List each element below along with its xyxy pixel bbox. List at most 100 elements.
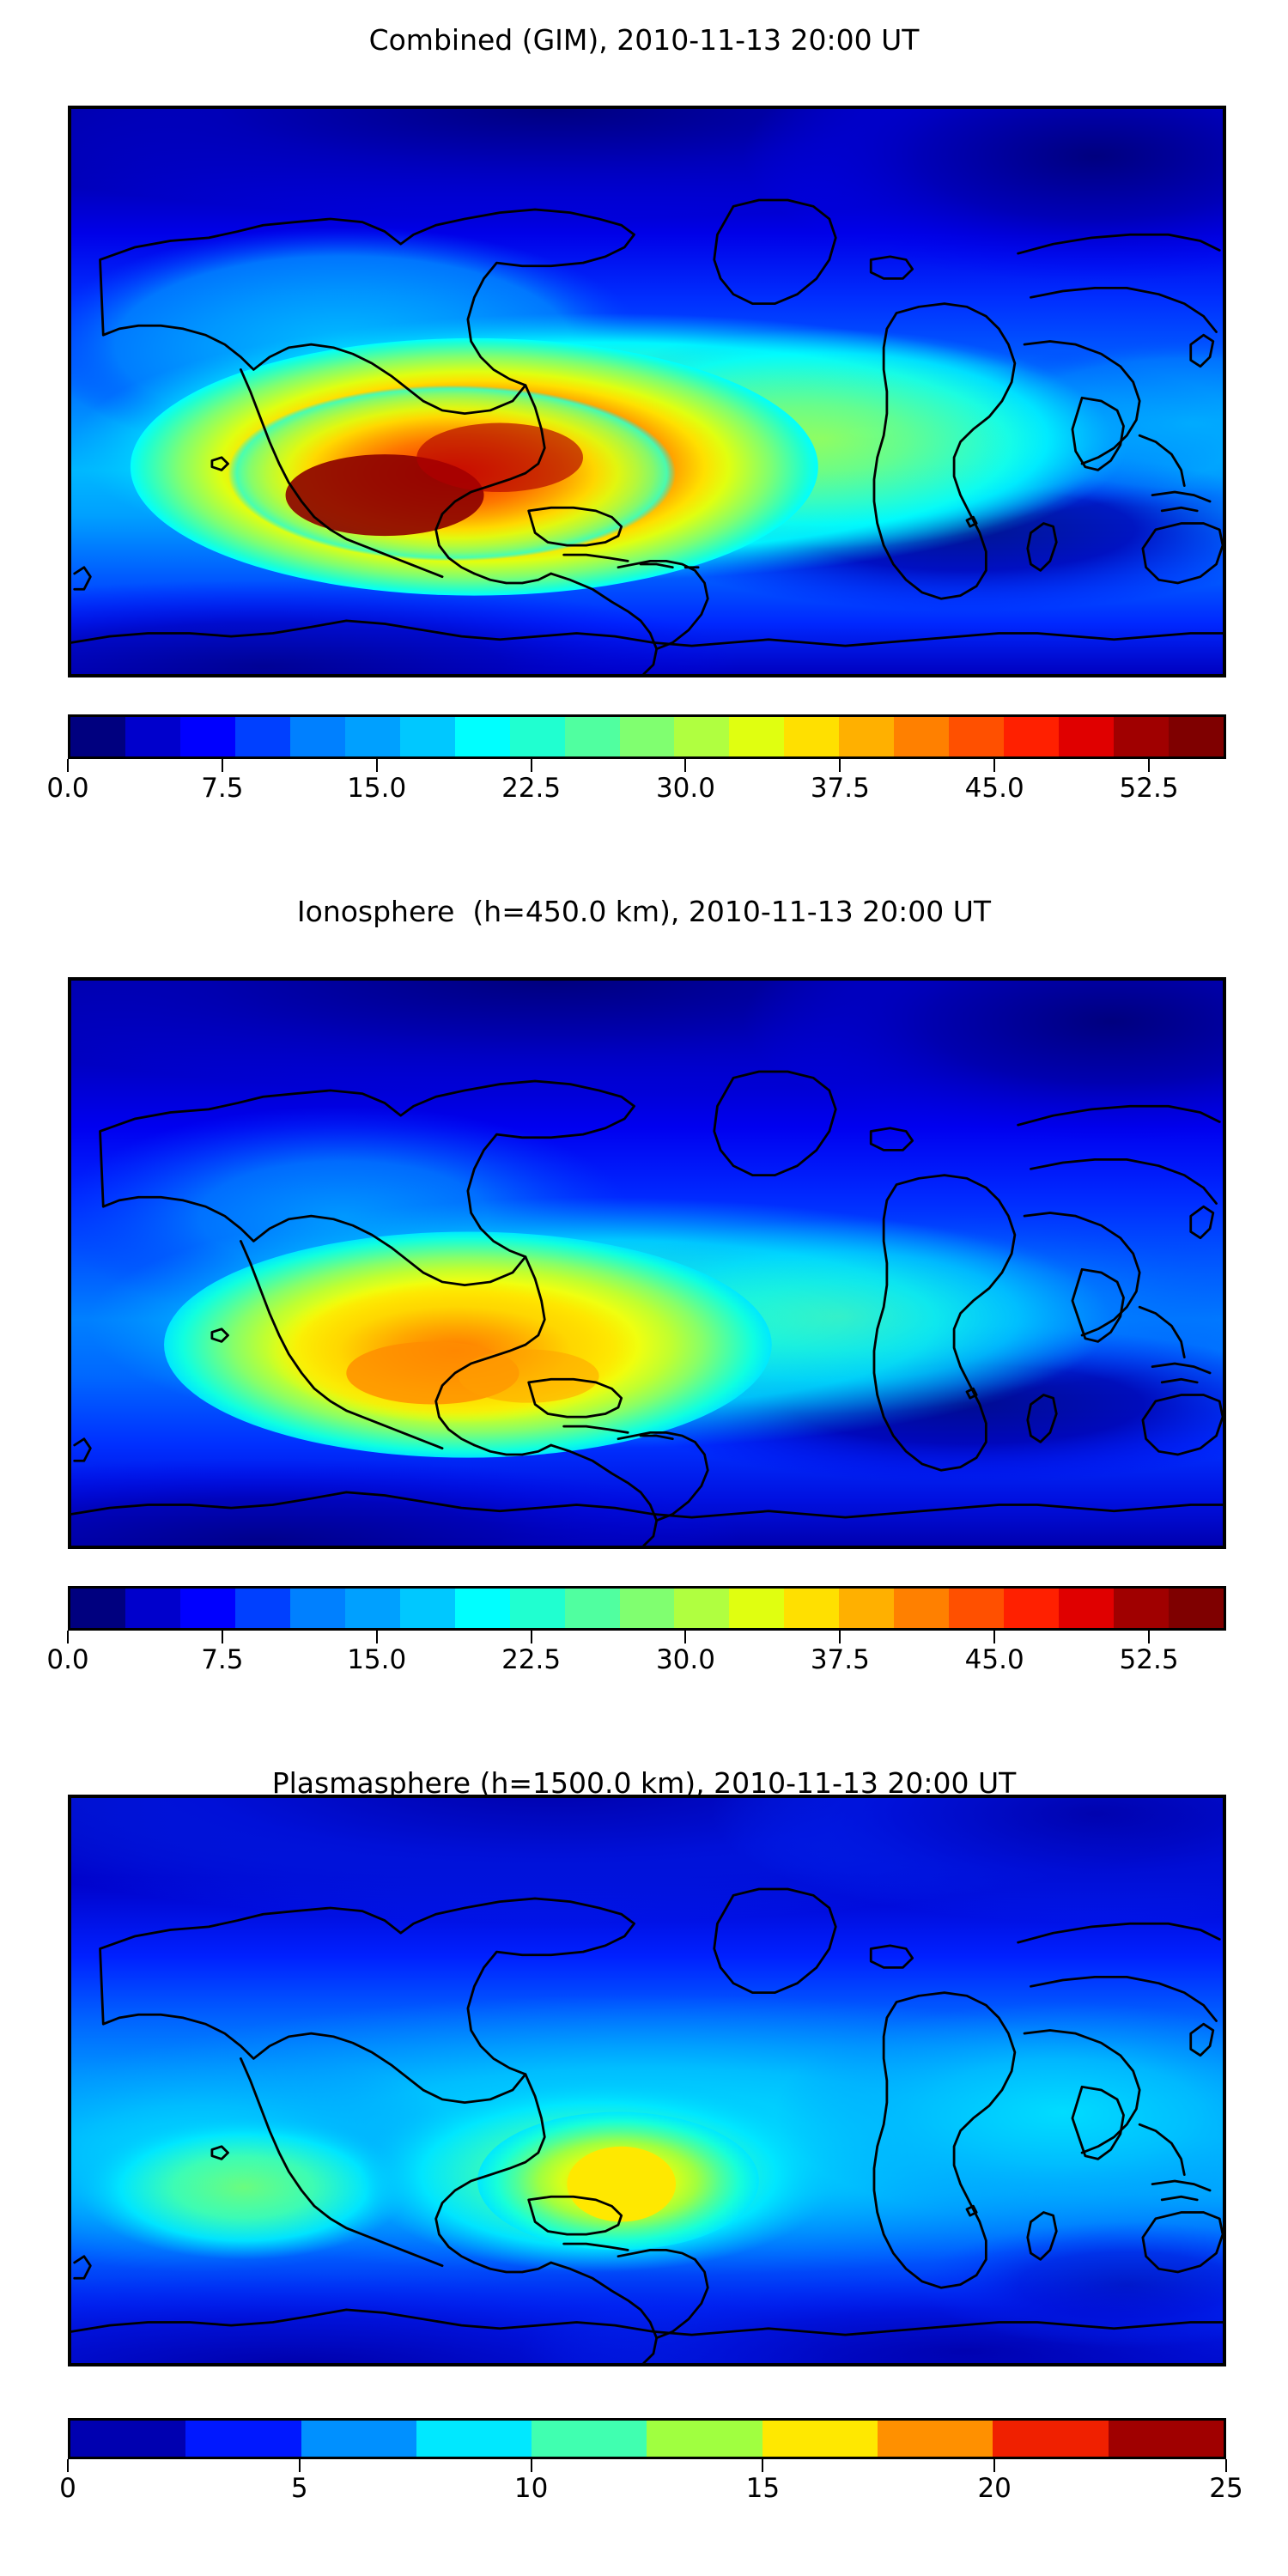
- ionosphere-panel: Ionosphere (h=450.0 km), 2010-11-13 20:0…: [0, 872, 1288, 1743]
- colorbar-segment-14: [839, 1589, 895, 1628]
- colorbar-segment-19: [1114, 1589, 1170, 1628]
- colorbar-segment-3: [234, 717, 290, 756]
- colorbar-segment-9: [564, 1589, 620, 1628]
- colorbar-tick-label-4: 20: [977, 2473, 1012, 2504]
- colorbar-segment-0: [70, 2421, 186, 2457]
- colorbar-segment-6: [762, 2421, 878, 2457]
- colorbar-tick-label-7: 52.5: [1119, 1644, 1179, 1675]
- combined-gim-panel: Combined (GIM), 2010-11-13 20:00 UT: [0, 0, 1288, 872]
- colorbar-segment-17: [1004, 717, 1060, 756]
- colorbar-tick-5: [839, 759, 841, 772]
- colorbar-segment-19: [1114, 717, 1170, 756]
- colorbar-tick-3: [530, 759, 532, 772]
- colorbar-segment-0: [70, 1589, 125, 1628]
- colorbar-combined-ticks: [0, 759, 1288, 773]
- colorbar-tick-label-3: 22.5: [501, 1644, 562, 1675]
- colorbar-tick-label-5: 37.5: [810, 1644, 870, 1675]
- colorbar-segment-6: [399, 1589, 455, 1628]
- colorbar-tick-label-1: 5: [290, 2473, 308, 2504]
- colorbar-segment-5: [344, 1589, 400, 1628]
- colorbar-tick-5: [839, 1631, 841, 1643]
- colorbar-tick-label-2: 15.0: [347, 1644, 407, 1675]
- map-combined-gim: [68, 106, 1226, 677]
- colorbar-segment-17: [1004, 1589, 1060, 1628]
- colorbar-tick-label-6: 45.0: [964, 773, 1024, 804]
- colorbar-tick-label-3: 22.5: [501, 773, 562, 804]
- colorbar-segment-7: [454, 1589, 510, 1628]
- colorbar-plasmasphere-ticks: [0, 2459, 1288, 2473]
- colorbar-tick-2: [375, 1631, 378, 1643]
- colorbar-plasmasphere-labels: 0 5 10 15 20 25: [0, 2473, 1288, 2511]
- colorbar-tick-2: [530, 2459, 532, 2472]
- colorbar-tick-0: [67, 2459, 69, 2472]
- colorbar-segment-9: [564, 717, 620, 756]
- panel-title-combined: Combined (GIM), 2010-11-13 20:00 UT: [368, 23, 920, 57]
- colorbar-tick-label-3: 15: [745, 2473, 781, 2504]
- colorbar-segment-4: [532, 2421, 647, 2457]
- colorbar-tick-label-4: 30.0: [655, 1644, 715, 1675]
- colorbar-tick-label-2: 10: [513, 2473, 549, 2504]
- colorbar-segment-10: [619, 717, 675, 756]
- colorbar-segment-4: [289, 1589, 345, 1628]
- colorbar-tick-label-0: 0.0: [46, 1644, 89, 1675]
- colorbar-tick-0: [67, 759, 69, 772]
- colorbar-segment-7: [454, 717, 510, 756]
- colorbar-segment-7: [878, 2421, 993, 2457]
- colorbar-segment-3: [416, 2421, 532, 2457]
- plasmasphere-panel: Plasmasphere (h=1500.0 km), 2010-11-13 2…: [0, 1743, 1288, 2576]
- colorbar-ionosphere: [68, 1586, 1226, 1631]
- colorbar-segment-11: [674, 1589, 730, 1628]
- colorbar-tick-label-7: 52.5: [1119, 773, 1179, 804]
- colorbar-segment-5: [647, 2421, 762, 2457]
- colorbar-tick-label-0: 0.0: [46, 773, 89, 804]
- colorbar-segment-8: [993, 2421, 1109, 2457]
- colorbar-combined: [68, 714, 1226, 759]
- colorbar-segment-13: [784, 1589, 840, 1628]
- colorbar-segment-2: [179, 717, 235, 756]
- colorbar-tick-3: [530, 1631, 532, 1643]
- colorbar-segment-5: [344, 717, 400, 756]
- colorbar-plasmasphere: [68, 2418, 1226, 2459]
- colorbar-tick-7: [1148, 1631, 1151, 1643]
- colorbar-segment-1: [125, 717, 180, 756]
- colorbar-tick-label-4: 30.0: [655, 773, 715, 804]
- colorbar-segment-8: [509, 1589, 565, 1628]
- colorbar-segment-1: [125, 1589, 180, 1628]
- map-ionosphere: [68, 977, 1226, 1549]
- colorbar-tick-label-2: 15.0: [347, 773, 407, 804]
- colorbar-segment-15: [894, 1589, 950, 1628]
- colorbar-segment-18: [1059, 1589, 1115, 1628]
- colorbar-tick-2: [375, 759, 378, 772]
- colorbar-tick-3: [762, 2459, 764, 2472]
- colorbar-segment-16: [949, 1589, 1005, 1628]
- colorbar-segment-0: [70, 717, 125, 756]
- colorbar-segment-14: [839, 717, 895, 756]
- colorbar-tick-label-6: 45.0: [964, 1644, 1024, 1675]
- colorbar-tick-5: [1225, 2459, 1227, 2472]
- colorbar-segment-6: [399, 717, 455, 756]
- colorbar-tick-1: [221, 759, 223, 772]
- colorbar-tick-1: [221, 1631, 223, 1643]
- colorbar-tick-label-1: 7.5: [201, 773, 244, 804]
- colorbar-tick-1: [298, 2459, 301, 2472]
- colorbar-tick-4: [993, 2459, 996, 2472]
- colorbar-segment-3: [234, 1589, 290, 1628]
- colorbar-segment-8: [509, 717, 565, 756]
- colorbar-tick-6: [993, 759, 996, 772]
- colorbar-tick-4: [684, 759, 687, 772]
- colorbar-segment-2: [179, 1589, 235, 1628]
- map-plasmasphere: [68, 1795, 1226, 2366]
- colorbar-tick-label-5: 25: [1209, 2473, 1243, 2504]
- colorbar-tick-0: [67, 1631, 69, 1643]
- colorbar-combined-labels: 0.0 7.5 15.0 22.5 30.0 37.5 45.0 52.5: [0, 773, 1288, 811]
- colorbar-tick-label-1: 7.5: [201, 1644, 244, 1675]
- colorbar-tick-label-0: 0: [59, 2473, 76, 2504]
- colorbar-segment-11: [674, 717, 730, 756]
- colorbar-segment-1: [185, 2421, 301, 2457]
- colorbar-tick-6: [993, 1631, 996, 1643]
- colorbar-segment-4: [289, 717, 345, 756]
- colorbar-tick-4: [684, 1631, 687, 1643]
- colorbar-segment-12: [729, 717, 785, 756]
- colorbar-tick-label-5: 37.5: [810, 773, 870, 804]
